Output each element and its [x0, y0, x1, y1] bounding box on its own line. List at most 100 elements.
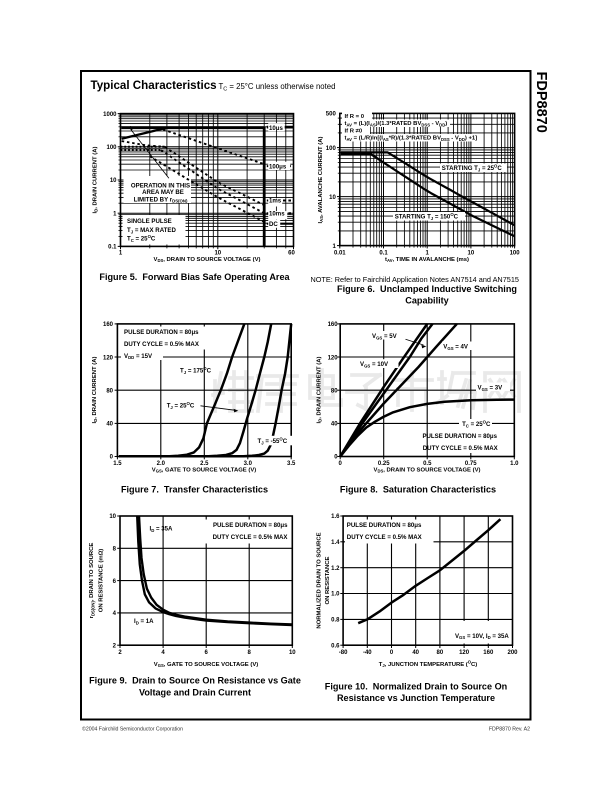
- svg-text:10ms: 10ms: [269, 211, 285, 218]
- svg-text:ID = 1A: ID = 1A: [134, 618, 154, 625]
- svg-text:PULSE DURATION = 80μs: PULSE DURATION = 80μs: [347, 522, 422, 529]
- svg-text:OPERATION IN THIS: OPERATION IN THIS: [131, 182, 190, 189]
- svg-text:Figure 8. Saturation Characte: Figure 8. Saturation Characteristics: [340, 485, 496, 495]
- svg-text:NORMALIZED DRAIN TO SOURCE: NORMALIZED DRAIN TO SOURCE: [316, 532, 322, 628]
- svg-text:10: 10: [214, 251, 221, 257]
- svg-text:3.5: 3.5: [287, 461, 296, 467]
- svg-text:FDP8870 Rev. A2: FDP8870 Rev. A2: [489, 727, 530, 733]
- svg-text:DUTY CYCLE = 0.5% MAX: DUTY CYCLE = 0.5% MAX: [347, 534, 423, 541]
- svg-text:If R ≠0: If R ≠0: [345, 128, 363, 134]
- svg-text:VDS, DRAIN TO SOURCE VOLTAGE (: VDS, DRAIN TO SOURCE VOLTAGE (V): [374, 468, 481, 474]
- svg-text:DUTY CYCLE = 0.5% MAX: DUTY CYCLE = 0.5% MAX: [213, 534, 289, 541]
- svg-text:0: 0: [390, 650, 394, 656]
- svg-text:0.1: 0.1: [108, 245, 117, 251]
- svg-text:Typical Characteristics: Typical Characteristics: [91, 79, 217, 92]
- svg-text:1.4: 1.4: [331, 540, 340, 546]
- svg-text:ID = 35A: ID = 35A: [150, 526, 174, 533]
- svg-text:LIMITED BY rDS(ON): LIMITED BY rDS(ON): [134, 196, 188, 203]
- svg-text:6: 6: [113, 579, 117, 585]
- svg-text:1.5: 1.5: [113, 461, 122, 467]
- svg-text:TJ, JUNCTION TEMPERATURE (OC): TJ, JUNCTION TEMPERATURE (OC): [379, 659, 477, 668]
- svg-text:VGS, GATE TO SOURCE VOLTAGE (V: VGS, GATE TO SOURCE VOLTAGE (V): [154, 662, 259, 668]
- svg-text:TJ = MAX RATED: TJ = MAX RATED: [127, 227, 176, 234]
- svg-text:TJ = 175OC: TJ = 175OC: [180, 366, 212, 375]
- svg-text:0.75: 0.75: [465, 461, 477, 467]
- svg-text:120: 120: [328, 355, 339, 361]
- svg-text:80: 80: [437, 650, 444, 656]
- svg-text:VGS = 3V: VGS = 3V: [478, 385, 504, 392]
- svg-text:0: 0: [339, 461, 343, 467]
- svg-text:2: 2: [113, 643, 117, 649]
- svg-text:VGS = 10V, ID = 35A: VGS = 10V, ID = 35A: [455, 633, 509, 640]
- svg-text:0.8: 0.8: [331, 618, 340, 624]
- svg-text:PULSE DURATION = 80μs: PULSE DURATION = 80μs: [213, 522, 288, 529]
- svg-text:rDS(ON), DRAIN TO SOURCE: rDS(ON), DRAIN TO SOURCE: [89, 543, 95, 619]
- svg-text:STARTING TJ = 25OC: STARTING TJ = 25OC: [442, 163, 503, 172]
- svg-text:ON RESISTANCE (mΩ): ON RESISTANCE (mΩ): [98, 549, 104, 613]
- svg-text:PULSE DURATION = 80μs: PULSE DURATION = 80μs: [124, 329, 199, 336]
- svg-text:1: 1: [119, 251, 123, 257]
- svg-text:4: 4: [113, 611, 117, 617]
- svg-text:0.6: 0.6: [331, 643, 340, 649]
- svg-text:3.0: 3.0: [244, 461, 253, 467]
- svg-text:AREA MAY BE: AREA MAY BE: [142, 189, 184, 196]
- svg-text:6: 6: [204, 650, 208, 656]
- svg-text:1ms: 1ms: [269, 198, 282, 205]
- svg-text:If R = 0: If R = 0: [345, 114, 365, 120]
- svg-text:VGS = 5V: VGS = 5V: [372, 333, 398, 340]
- svg-text:Capability: Capability: [405, 296, 449, 306]
- svg-text:40: 40: [412, 650, 419, 656]
- svg-text:TC = 25OC: TC = 25OC: [462, 419, 491, 428]
- svg-text:4: 4: [161, 650, 165, 656]
- svg-text:10: 10: [329, 195, 336, 201]
- svg-text:0: 0: [110, 455, 114, 461]
- svg-text:1.6: 1.6: [331, 514, 340, 520]
- svg-text:Figure 10. Normalized Drain t: Figure 10. Normalized Drain to Source On: [325, 681, 507, 691]
- svg-text:8: 8: [248, 650, 252, 656]
- svg-text:40: 40: [106, 422, 113, 428]
- svg-text:100μs: 100μs: [269, 163, 287, 170]
- svg-text:200: 200: [507, 650, 518, 656]
- svg-text:TJ = 25OC: TJ = 25OC: [167, 401, 195, 410]
- svg-text:0.25: 0.25: [378, 461, 390, 467]
- svg-text:Figure 9. Drain to Source On: Figure 9. Drain to Source On Resistance …: [89, 676, 301, 686]
- svg-text:©2004 Fairchild Semiconductor: ©2004 Fairchild Semiconductor Corporatio…: [82, 726, 183, 733]
- svg-text:tAV, TIME IN AVALANCHE (ms): tAV, TIME IN AVALANCHE (ms): [385, 257, 469, 263]
- svg-text:-80: -80: [339, 650, 348, 656]
- svg-text:100: 100: [510, 251, 521, 257]
- svg-text:IAS, AVALANCHE CURRENT (A): IAS, AVALANCHE CURRENT (A): [318, 137, 324, 224]
- svg-text:1.0: 1.0: [331, 592, 340, 598]
- svg-text:10: 10: [289, 650, 296, 656]
- svg-text:TC = 25°C unless otherwise not: TC = 25°C unless otherwise noted: [219, 82, 336, 93]
- svg-text:STARTING TJ = 150OC: STARTING TJ = 150OC: [395, 212, 459, 221]
- svg-text:ON RESISTANCE: ON RESISTANCE: [325, 556, 331, 604]
- svg-text:2.0: 2.0: [157, 461, 166, 467]
- svg-text:FDP8870: FDP8870: [533, 72, 549, 133]
- svg-text:10: 10: [109, 514, 116, 520]
- svg-text:0: 0: [334, 455, 338, 461]
- svg-text:tAV = (L/R)ln[(IAS*R)/(1.3*RAT: tAV = (L/R)ln[(IAS*R)/(1.3*RATED BVDSS -…: [345, 136, 478, 142]
- svg-text:ID, DRAIN CURRENT (A): ID, DRAIN CURRENT (A): [92, 357, 98, 424]
- svg-text:1.0: 1.0: [510, 461, 519, 467]
- svg-text:ID, DRAIN CURRENT (A): ID, DRAIN CURRENT (A): [316, 357, 322, 424]
- svg-text:0.5: 0.5: [423, 461, 432, 467]
- svg-text:VGS = 10V: VGS = 10V: [360, 361, 389, 368]
- svg-text:VGS = 4V: VGS = 4V: [443, 344, 469, 351]
- svg-text:40: 40: [331, 422, 338, 428]
- svg-text:80: 80: [106, 388, 113, 394]
- svg-text:Resistance vs Junction Tempera: Resistance vs Junction Temperature: [337, 693, 495, 703]
- svg-text:TC = 25OC: TC = 25OC: [127, 234, 156, 243]
- svg-text:0.01: 0.01: [334, 251, 346, 257]
- svg-text:1: 1: [426, 251, 430, 257]
- svg-text:1000: 1000: [103, 112, 117, 118]
- svg-text:Figure 5. Forward Bias Safe O: Figure 5. Forward Bias Safe Operating Ar…: [99, 272, 290, 282]
- svg-text:PULSE DURATION = 80μs: PULSE DURATION = 80μs: [422, 433, 497, 440]
- svg-text:TJ = -55OC: TJ = -55OC: [258, 436, 288, 445]
- svg-text:VDS, DRAIN TO SOURCE VOLTAGE (: VDS, DRAIN TO SOURCE VOLTAGE (V): [154, 257, 261, 263]
- svg-text:1: 1: [113, 211, 117, 217]
- svg-text:NOTE: Refer to Fairchild Appli: NOTE: Refer to Fairchild Application Not…: [310, 275, 518, 284]
- svg-text:120: 120: [103, 355, 114, 361]
- svg-text:1: 1: [332, 244, 336, 250]
- svg-text:160: 160: [103, 322, 114, 328]
- svg-text:10: 10: [110, 178, 117, 184]
